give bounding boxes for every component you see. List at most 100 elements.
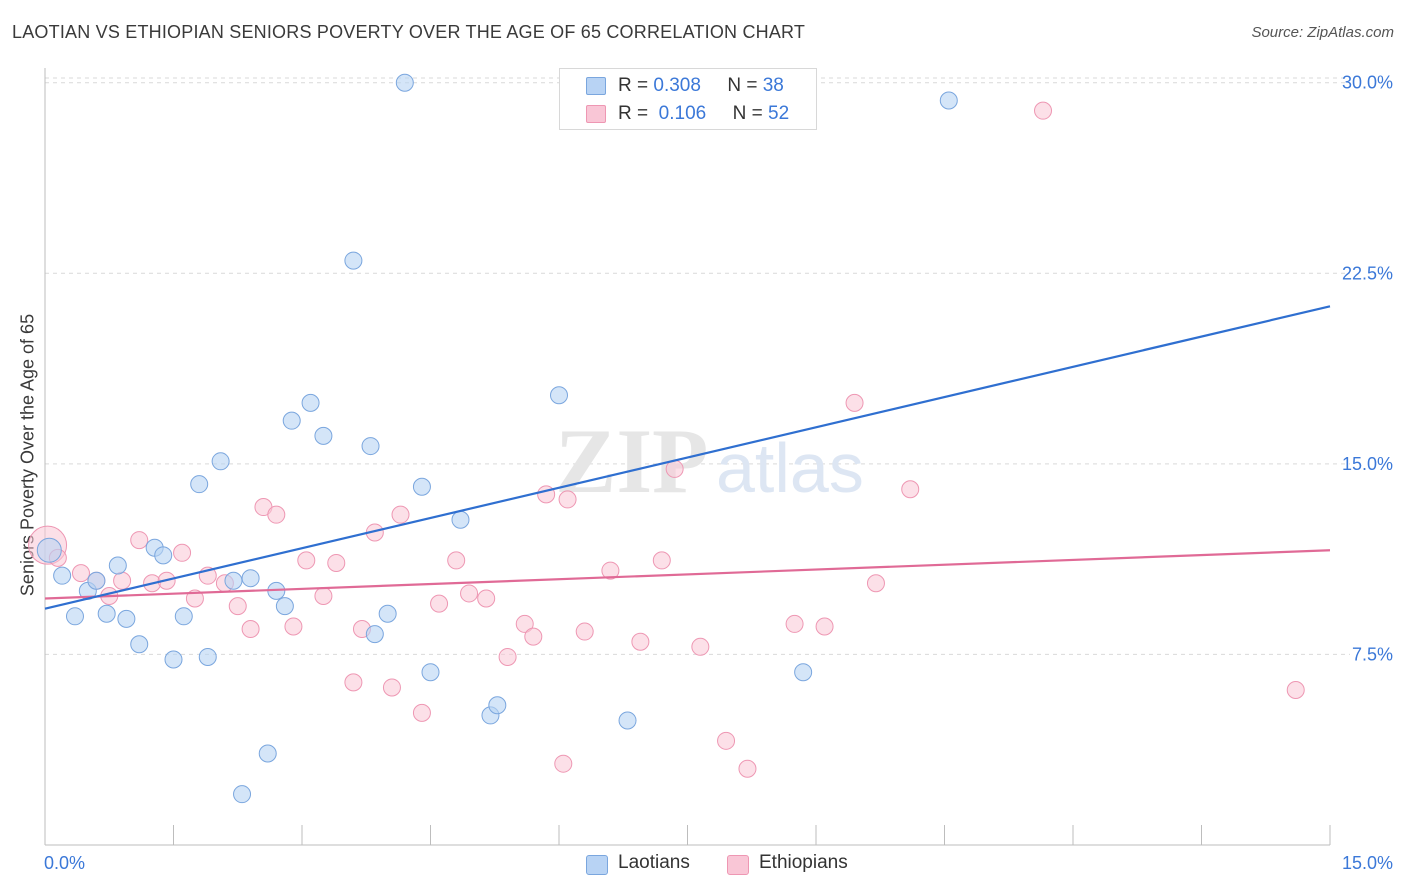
laotian-point[interactable] xyxy=(53,566,72,585)
laotian-point[interactable] xyxy=(233,785,252,804)
ethiopian-point[interactable] xyxy=(71,564,90,583)
laotian-point[interactable] xyxy=(794,663,813,682)
correlation-legend: R = 0.308 N = 38 R = 0.106 N = 52 xyxy=(559,68,817,130)
laotian-point[interactable] xyxy=(154,546,173,565)
laotian-point[interactable] xyxy=(301,393,320,412)
ethiopian-point[interactable] xyxy=(447,551,466,570)
axis-layer xyxy=(44,68,1331,846)
laotian-point[interactable] xyxy=(190,475,209,494)
ethiopian-point[interactable] xyxy=(845,393,864,412)
ethiopian-point[interactable] xyxy=(344,673,363,692)
r-label: R = xyxy=(618,75,649,96)
laotians-swatch xyxy=(586,77,606,95)
laotian-point[interactable] xyxy=(365,625,384,644)
laotians-points xyxy=(36,73,958,804)
ethiopian-point[interactable] xyxy=(631,632,650,651)
n-label: N = xyxy=(732,103,763,124)
watermark: ZIP atlas xyxy=(555,410,864,512)
ethiopian-point[interactable] xyxy=(173,543,192,562)
ethiopians-legend-label: Ethiopians xyxy=(759,852,848,873)
ethiopian-point[interactable] xyxy=(185,589,204,608)
ethiopian-point[interactable] xyxy=(297,551,316,570)
ethiopian-point[interactable] xyxy=(382,678,401,697)
ethiopian-point[interactable] xyxy=(515,614,534,633)
laotian-point[interactable] xyxy=(224,571,243,590)
y-tick-label: 30.0% xyxy=(1342,73,1393,93)
ethiopian-point[interactable] xyxy=(738,759,757,778)
ethiopian-point[interactable] xyxy=(785,614,804,633)
n-value-ethiopians: 52 xyxy=(768,103,790,124)
laotian-point[interactable] xyxy=(451,510,470,529)
ethiopian-point[interactable] xyxy=(241,620,260,639)
ethiopian-point[interactable] xyxy=(284,617,303,636)
ethiopian-point[interactable] xyxy=(228,597,247,616)
tick-labels: 7.5% 15.0% 22.5% 30.0% 0.0% 15.0% xyxy=(44,73,1393,873)
laotian-point[interactable] xyxy=(117,609,136,628)
ethiopian-point[interactable] xyxy=(412,703,431,722)
ethiopian-point[interactable] xyxy=(498,647,517,666)
ethiopian-point[interactable] xyxy=(691,637,710,656)
ethiopian-point[interactable] xyxy=(601,561,620,580)
ethiopian-point[interactable] xyxy=(524,627,543,646)
source-label: Source: ZipAtlas.com xyxy=(1251,24,1394,41)
laotian-point[interactable] xyxy=(211,452,230,471)
laotian-point[interactable] xyxy=(36,537,62,563)
ethiopian-point[interactable] xyxy=(815,617,834,636)
chart-title: LAOTIAN VS ETHIOPIAN SENIORS POVERTY OVE… xyxy=(12,22,806,42)
y-tick-label: 22.5% xyxy=(1342,263,1393,283)
ethiopian-point[interactable] xyxy=(554,754,573,773)
laotian-point[interactable] xyxy=(108,556,127,575)
n-label: N = xyxy=(727,75,758,96)
ethiopian-point[interactable] xyxy=(327,553,346,572)
laotian-point[interactable] xyxy=(361,437,380,456)
laotian-point[interactable] xyxy=(378,604,397,623)
laotian-point[interactable] xyxy=(314,426,333,445)
laotian-point[interactable] xyxy=(618,711,637,730)
laotian-point[interactable] xyxy=(174,607,193,626)
laotian-point[interactable] xyxy=(258,744,277,763)
ethiopian-point[interactable] xyxy=(558,490,577,509)
laotian-point[interactable] xyxy=(97,604,116,623)
ethiopians-swatch xyxy=(586,105,606,123)
laotian-point[interactable] xyxy=(939,91,958,110)
ethiopian-point[interactable] xyxy=(477,589,496,608)
ethiopian-point[interactable] xyxy=(866,574,885,593)
laotian-point[interactable] xyxy=(412,477,431,496)
laotian-point[interactable] xyxy=(164,650,183,669)
laotian-point[interactable] xyxy=(488,696,507,715)
laotian-point[interactable] xyxy=(241,569,260,588)
r-label: R = xyxy=(618,103,649,124)
ethiopian-point[interactable] xyxy=(391,505,410,524)
ethiopian-point[interactable] xyxy=(267,505,286,524)
ethiopian-point[interactable] xyxy=(113,571,132,590)
grid-layer xyxy=(45,77,1350,655)
ethiopian-point[interactable] xyxy=(1034,101,1053,120)
ethiopian-point[interactable] xyxy=(652,551,671,570)
laotian-point[interactable] xyxy=(275,597,294,616)
laotian-point[interactable] xyxy=(421,663,440,682)
laotian-point[interactable] xyxy=(282,411,301,430)
laotian-point[interactable] xyxy=(344,251,363,270)
ethiopian-point[interactable] xyxy=(901,480,920,499)
watermark-zip: ZIP xyxy=(555,410,708,512)
laotian-point[interactable] xyxy=(87,571,106,590)
ethiopian-point[interactable] xyxy=(130,531,149,550)
laotian-point[interactable] xyxy=(130,635,149,654)
x-tick-label: 0.0% xyxy=(44,853,85,873)
ethiopians-legend-swatch xyxy=(727,855,749,875)
ethiopians-trend-line xyxy=(44,549,1331,600)
ethiopian-point[interactable] xyxy=(314,586,333,605)
laotian-point[interactable] xyxy=(395,73,414,92)
ethiopian-point[interactable] xyxy=(575,622,594,641)
laotian-point[interactable] xyxy=(198,647,217,666)
ethiopian-point[interactable] xyxy=(717,731,736,750)
laotians-legend-label: Laotians xyxy=(618,852,690,873)
ethiopian-point[interactable] xyxy=(430,594,449,613)
laotian-point[interactable] xyxy=(550,386,568,405)
ethiopian-point[interactable] xyxy=(1286,681,1305,699)
x-tick-label: 15.0% xyxy=(1342,853,1393,873)
y-tick-label: 15.0% xyxy=(1342,454,1393,474)
ethiopian-point[interactable] xyxy=(460,584,479,603)
laotian-point[interactable] xyxy=(65,607,84,626)
